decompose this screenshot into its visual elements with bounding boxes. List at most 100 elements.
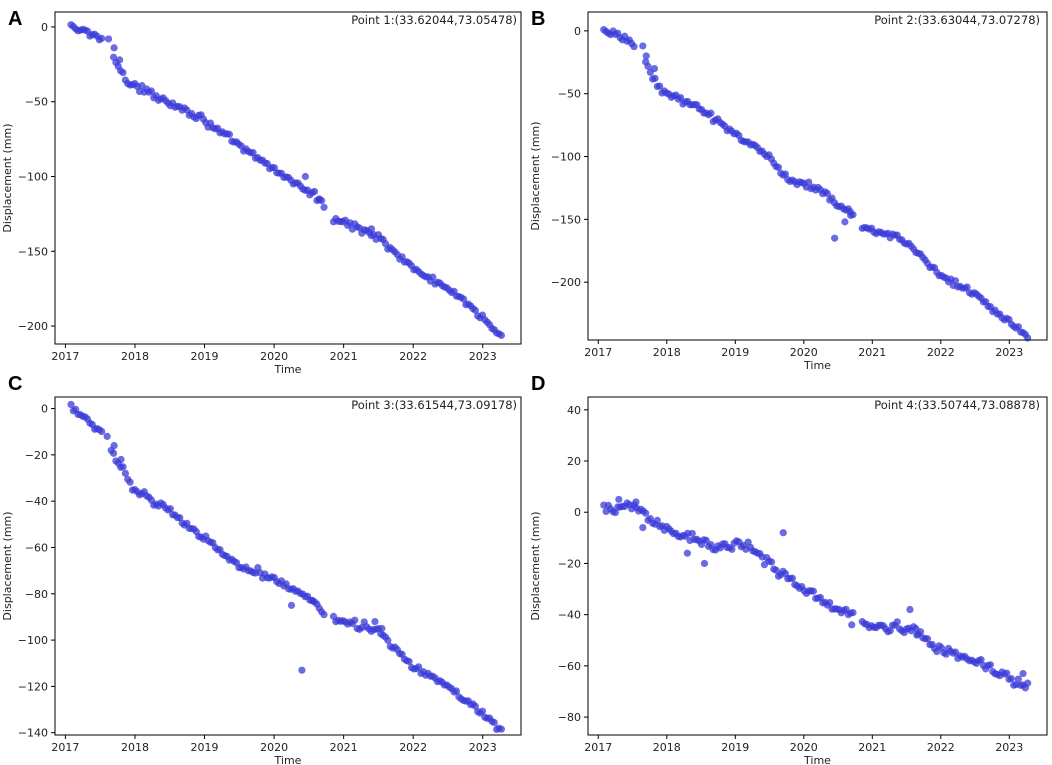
data-point <box>176 514 184 522</box>
data-point <box>779 529 787 537</box>
y-tick-label: −200 <box>18 320 48 333</box>
data-point <box>650 64 659 73</box>
data-point <box>632 498 640 506</box>
point-annotation: Point 1:(33.62044,73.05478) <box>351 13 517 27</box>
data-point <box>119 463 127 471</box>
data-point <box>225 130 234 138</box>
x-tick-label: 2021 <box>858 346 886 359</box>
data-point <box>816 593 824 602</box>
y-tick-label: −80 <box>25 588 48 601</box>
x-tick-label: 2018 <box>653 346 681 359</box>
data-point <box>98 427 106 436</box>
data-point <box>767 558 776 566</box>
x-tick-label: 2019 <box>191 741 219 754</box>
x-tick-label: 2021 <box>330 741 358 754</box>
data-point <box>788 574 797 582</box>
scatter-series <box>67 400 505 734</box>
y-tick-label: 40 <box>567 404 581 417</box>
data-point <box>849 609 857 617</box>
data-point <box>478 707 487 715</box>
plot-frame <box>54 11 522 345</box>
data-point <box>977 656 985 664</box>
point-annotation: Point 3:(33.61544,73.09178) <box>351 398 517 412</box>
data-point <box>315 195 323 203</box>
data-point <box>831 234 839 242</box>
data-point <box>1024 679 1032 687</box>
panel-letter: D <box>531 373 545 395</box>
plot-frame <box>587 11 1048 341</box>
data-point <box>906 605 914 614</box>
data-point <box>384 636 392 644</box>
x-axis-label: Time <box>803 754 831 765</box>
y-tick-label: −100 <box>18 634 48 647</box>
data-point <box>923 635 932 643</box>
data-point <box>611 508 620 517</box>
data-point <box>893 618 901 626</box>
point-annotation: Point 2:(33.63044,73.07278) <box>874 13 1040 27</box>
data-point <box>287 601 296 609</box>
data-point <box>459 295 468 303</box>
panel-a: A 2017 2018 2019 2020 2021 2022 2023 0 −50 −100 −15… <box>1 8 522 376</box>
x-tick-label: 2022 <box>927 741 955 754</box>
data-point <box>1014 675 1022 683</box>
data-point <box>110 442 118 450</box>
plot-frame <box>54 396 522 736</box>
y-tick-label: −150 <box>18 245 48 258</box>
x-tick-label: 2022 <box>399 350 427 363</box>
data-point <box>497 725 505 733</box>
panel-d: D 2017 2018 2019 2020 2021 2022 2023 40 20 0 −20 −40… <box>529 373 1048 765</box>
data-point <box>683 549 691 557</box>
data-point <box>429 273 437 281</box>
data-point <box>67 400 75 409</box>
data-point <box>848 621 856 629</box>
y-tick-label: −80 <box>558 711 581 724</box>
y-tick-label: 0 <box>41 403 48 416</box>
data-point <box>1003 669 1011 677</box>
data-point <box>951 277 960 285</box>
x-tick-label: 2017 <box>51 350 79 363</box>
x-tick-label: 2023 <box>995 741 1023 754</box>
x-tick-label: 2020 <box>260 741 288 754</box>
data-point <box>490 718 498 727</box>
y-tick-label: −40 <box>25 495 48 508</box>
plot-frame <box>587 396 1048 736</box>
y-axis-label: Displacement (mm) <box>1 511 14 620</box>
data-point <box>147 87 155 95</box>
y-tick-label: −150 <box>551 213 581 226</box>
data-point <box>642 509 650 517</box>
x-tick-label: 2019 <box>191 350 219 363</box>
data-point <box>826 599 834 607</box>
data-point <box>707 109 715 117</box>
scatter-series <box>600 495 1032 692</box>
data-point <box>781 170 790 178</box>
y-tick-label: 0 <box>574 506 581 519</box>
data-point <box>644 62 652 70</box>
x-tick-label: 2020 <box>790 741 818 754</box>
data-point <box>116 56 124 64</box>
data-point <box>639 42 647 50</box>
data-point <box>653 516 661 525</box>
panel-letter: B <box>531 8 545 30</box>
data-point <box>104 35 113 43</box>
data-point <box>642 52 650 60</box>
y-tick-label: −60 <box>25 541 48 554</box>
data-point <box>497 331 505 339</box>
y-tick-label: −20 <box>558 557 581 570</box>
y-tick-label: −50 <box>558 88 581 101</box>
y-axis-label: Displacement (mm) <box>529 121 542 230</box>
x-axis-label: Time <box>803 359 831 372</box>
y-tick-label: −40 <box>558 609 581 622</box>
y-tick-label: −20 <box>25 449 48 462</box>
data-point <box>700 559 709 568</box>
x-tick-label: 2021 <box>330 350 358 363</box>
y-tick-label: −100 <box>551 151 581 164</box>
x-tick-label: 2020 <box>790 346 818 359</box>
y-axis-label: Displacement (mm) <box>529 511 542 620</box>
data-point <box>630 43 638 51</box>
data-point <box>351 616 359 624</box>
x-tick-label: 2022 <box>399 741 427 754</box>
data-point <box>639 523 647 532</box>
data-point <box>688 529 696 538</box>
data-point <box>677 94 685 102</box>
x-tick-label: 2021 <box>858 741 886 754</box>
